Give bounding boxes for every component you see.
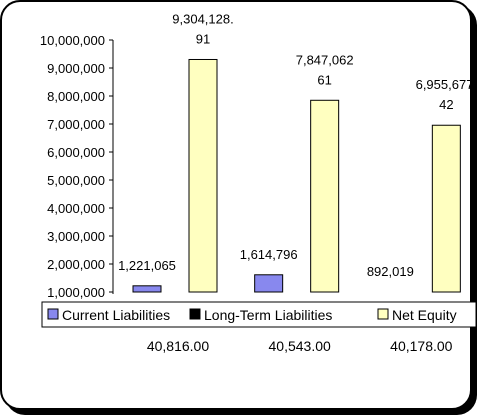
chart-frame: [0, 0, 472, 410]
data-label: 6,955,677.: [416, 77, 477, 92]
data-label: 9,304,128.: [172, 11, 233, 26]
y-tick-label: 1,000,000: [47, 285, 105, 300]
bar-net-equity-0: [188, 58, 218, 293]
legend-swatch-long-term-liabilities: [189, 308, 201, 320]
bar-net-equity-2: [431, 124, 461, 293]
plot-area: 10,000,000 9,000,000 8,000,000 7,000,000 6,0…: [40, 11, 477, 354]
y-tick-label: 9,000,000: [47, 61, 105, 76]
data-label: 892,019: [367, 264, 414, 279]
data-label: 1,221,065: [118, 258, 176, 273]
data-label: 61: [317, 72, 331, 87]
y-tick-label: 3,000,000: [47, 229, 105, 244]
x-category-label: 40,816.00: [147, 338, 209, 354]
legend-label: Current Liabilities: [62, 307, 170, 323]
bar-current-liabilities-0: [132, 285, 162, 293]
data-label: 42: [439, 97, 453, 112]
y-tick-label: 5,000,000: [47, 173, 105, 188]
data-label: 1,614,796: [240, 247, 298, 262]
bar-net-equity-1: [310, 99, 340, 293]
legend-swatch-current-liabilities: [47, 308, 59, 320]
y-tick-label: 4,000,000: [47, 201, 105, 216]
legend-box: [41, 301, 477, 328]
y-tick-label: 8,000,000: [47, 89, 105, 104]
y-tick-label: 2,000,000: [47, 257, 105, 272]
legend-swatch-net-equity: [377, 308, 389, 320]
x-category-label: 40,543.00: [269, 338, 331, 354]
x-category-label: 40,178.00: [390, 338, 452, 354]
data-label: 7,847,062: [296, 52, 354, 67]
legend-label: Net Equity: [392, 307, 457, 323]
y-tick-label: 6,000,000: [47, 145, 105, 160]
legend-label: Long-Term Liabilities: [204, 307, 332, 323]
data-label: 91: [196, 31, 210, 46]
legend: Current Liabilities Long-Term Liabilities…: [41, 301, 477, 328]
bar-current-liabilities-1: [254, 274, 284, 293]
y-tick-label: 7,000,000: [47, 117, 105, 132]
y-tick-label: 10,000,000: [40, 33, 105, 48]
